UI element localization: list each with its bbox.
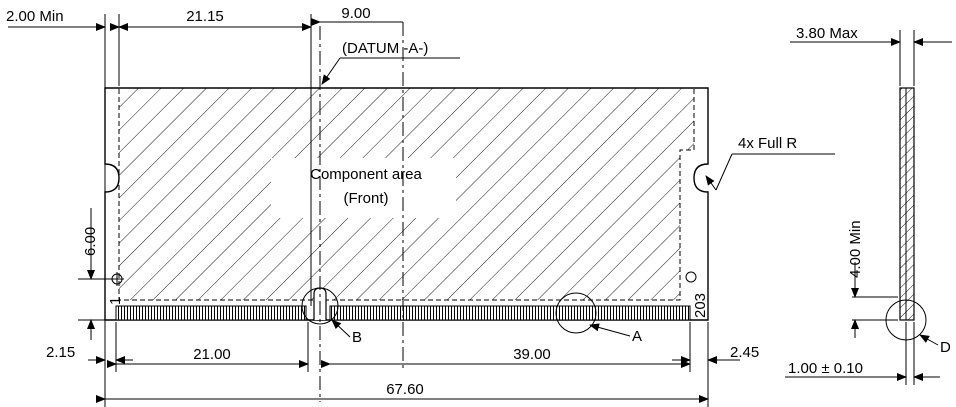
mounting-hole-right: [685, 271, 697, 283]
component-area-label: Component area: [310, 166, 422, 183]
detail-circle-a: [555, 292, 597, 334]
side-view: [852, 30, 915, 385]
detail-circle-d: [885, 299, 927, 341]
callout-d-label: D: [940, 339, 951, 356]
dim-pcb-thickness-label: 1.00 ± 0.10: [788, 360, 863, 377]
component-area-sublabel: (Front): [344, 190, 389, 207]
component-area-hatch: [118, 87, 695, 301]
dim-min-height-label: 4.00 Min: [847, 220, 864, 278]
dim-max-thickness-label: 3.80 Max: [796, 25, 858, 42]
dim-right-edge-label: 2.45: [730, 344, 759, 361]
dim-left-edge-label: 2.15: [46, 344, 75, 361]
callout-b-label: B: [352, 329, 362, 346]
dim-hole-height-label: 6.00: [82, 227, 99, 256]
dim-datum-center-label: 9.00: [341, 5, 370, 22]
dim-left-offset-label: 2.00 Min: [6, 8, 64, 25]
detail-circle-b: [301, 287, 339, 325]
datum-label: (DATUM -A-): [342, 40, 428, 57]
dim-bottom-right-label: 39.00: [513, 346, 551, 363]
module-board: [104, 87, 709, 321]
pin-last-label: 203: [692, 293, 709, 318]
pin-first-label: 1: [107, 297, 124, 305]
dim-overall-width-label: 67.60: [386, 381, 424, 398]
full-radius-label: 4x Full R: [738, 135, 797, 152]
dim-pin1-datum-label: 21.15: [186, 8, 224, 25]
callout-a-label: A: [632, 328, 642, 345]
dim-bottom-left-label: 21.00: [193, 346, 231, 363]
